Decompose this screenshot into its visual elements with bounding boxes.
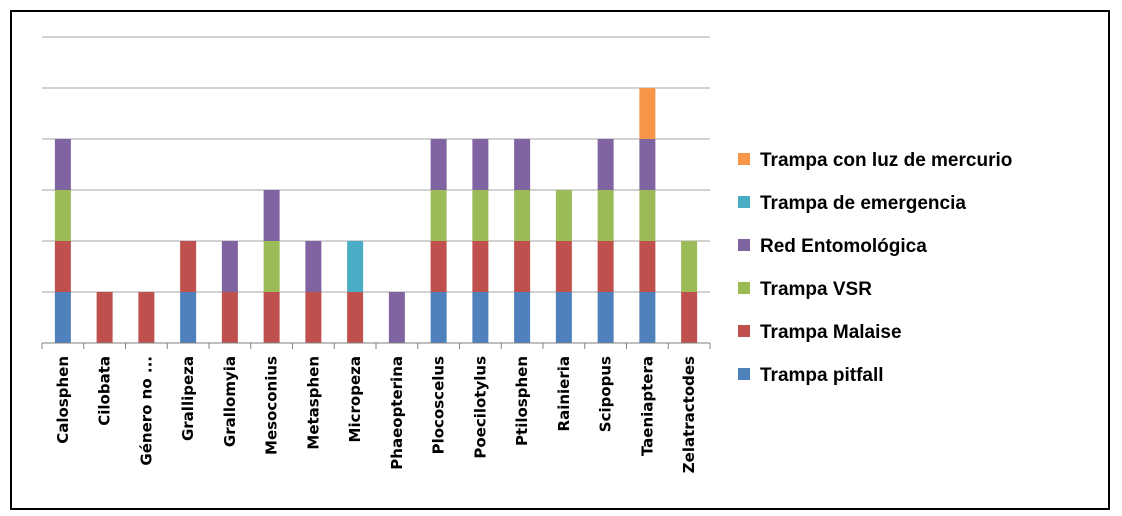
x-tick-label: Rainieria [555, 356, 573, 431]
bar-segment [639, 139, 656, 190]
x-tick-label: Grallomyia [221, 356, 239, 447]
bar-segment [472, 190, 489, 241]
bar-segment [597, 241, 614, 292]
x-tick-labels: Calosphen Cilobata Género no ... Grallipeza… [54, 356, 698, 473]
bar-segment [639, 241, 656, 292]
bar-segment [347, 292, 364, 343]
bar-segment [305, 292, 322, 343]
legend-label: Trampa Malaise [760, 322, 902, 343]
bar-segment [180, 241, 197, 292]
bar-segment [639, 190, 656, 241]
bar-segment [514, 292, 531, 343]
legend-label: Trampa con luz de mercurio [760, 150, 1012, 171]
bar-segment [430, 292, 447, 343]
bar-segment [472, 241, 489, 292]
bar-segment [639, 88, 656, 139]
bar-segment [430, 241, 447, 292]
legend-swatch [738, 239, 750, 251]
bar-segment [681, 292, 698, 343]
x-tick-label: Metasphen [304, 356, 322, 450]
bar-segment [138, 292, 155, 343]
x-tick-label: Micropeza [346, 356, 364, 442]
x-tick-label: Poecilotylus [471, 356, 489, 459]
x-tick-label: Taeniaptera [638, 356, 656, 456]
bar-segment [555, 190, 572, 241]
bar-segment [347, 241, 364, 292]
legend-label: Red Entomológica [760, 236, 927, 257]
bar-segment [54, 190, 71, 241]
legend-label: Trampa VSR [760, 279, 872, 300]
bar-segment [597, 292, 614, 343]
bar-segment [263, 190, 280, 241]
bar-segment [388, 292, 405, 343]
bar-segment [430, 139, 447, 190]
bar-segment [681, 241, 698, 292]
bar-segment [514, 241, 531, 292]
bar-segment [514, 139, 531, 190]
legend-label: Trampa pitfall [760, 365, 884, 386]
legend-swatch [738, 325, 750, 337]
chart-frame: Calosphen Cilobata Género no ... Grallipeza… [10, 10, 1110, 510]
bar-segment [514, 190, 531, 241]
legend-label: Trampa de emergencia [760, 193, 966, 214]
x-tick-label: Ptilosphen [513, 356, 531, 446]
bar-segment [54, 292, 71, 343]
bar-segment [597, 139, 614, 190]
x-tick-label: Phaeopterina [388, 356, 406, 470]
bar-segment [180, 292, 197, 343]
legend-swatch [738, 153, 750, 165]
bar-segment [263, 292, 280, 343]
bar-segment [263, 241, 280, 292]
bar-segment [555, 292, 572, 343]
bar-segment [305, 241, 322, 292]
x-tick-label: Scipopus [597, 356, 615, 432]
bar-segment [54, 241, 71, 292]
bars [54, 88, 698, 343]
x-tick-label: Cilobata [96, 356, 114, 426]
legend: Trampa con luz de mercurio Trampa de emer… [738, 150, 1012, 386]
x-tick-label: Zelatractodes [680, 356, 698, 473]
legend-swatch [738, 196, 750, 208]
bar-segment [555, 241, 572, 292]
legend-swatch [738, 368, 750, 380]
x-tick-label: Calosphen [54, 356, 72, 444]
x-tick-label: Plocoscelus [430, 356, 448, 454]
bar-segment [221, 241, 238, 292]
x-tick-label: Grallipeza [179, 356, 197, 441]
bar-segment [472, 292, 489, 343]
bar-segment [96, 292, 113, 343]
bar-segment [639, 292, 656, 343]
bar-segment [221, 292, 238, 343]
x-axis [41, 342, 711, 349]
bar-segment [472, 139, 489, 190]
bar-segment [54, 139, 71, 190]
bar-segment [597, 190, 614, 241]
x-tick-label: Género no ... [137, 356, 155, 466]
x-tick-label: Mesoconius [263, 356, 281, 455]
bar-segment [430, 190, 447, 241]
legend-swatch [738, 282, 750, 294]
stacked-bar-chart: Calosphen Cilobata Género no ... Grallipeza… [41, 36, 1012, 473]
